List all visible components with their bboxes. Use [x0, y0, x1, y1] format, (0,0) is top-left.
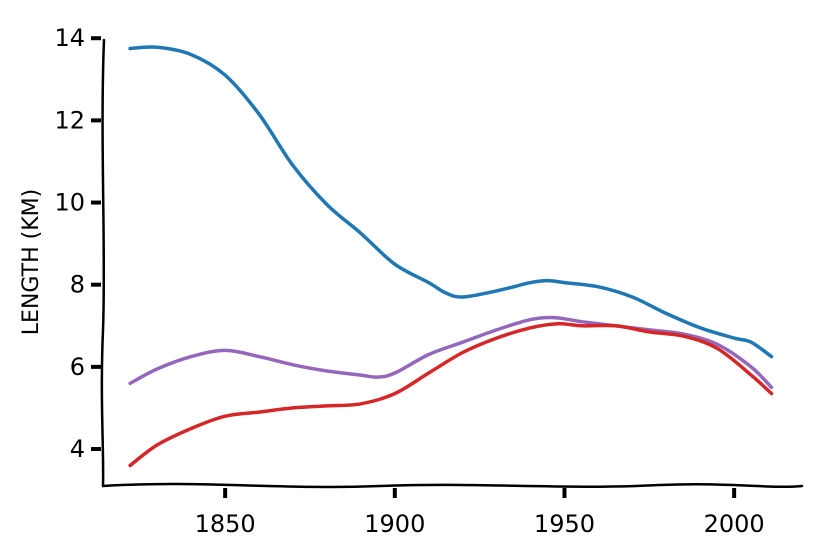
y-tick-label: 8 — [70, 271, 85, 299]
y-tick-label: 10 — [54, 189, 85, 217]
y-tick-label: 6 — [70, 353, 85, 381]
x-axis-line — [101, 482, 804, 489]
x-tick-label: 1850 — [195, 510, 256, 538]
x-tick-label: 1950 — [534, 510, 595, 538]
y-tick-label: 14 — [54, 24, 85, 52]
series-line-3 — [128, 321, 774, 468]
series-line-2 — [128, 315, 774, 390]
x-axis-ticks: 1850 1900 1950 2000 — [195, 488, 765, 538]
y-tick-label: 4 — [70, 435, 85, 463]
y-tick-label: 12 — [54, 106, 85, 134]
axes — [100, 38, 804, 489]
y-axis-line — [100, 38, 106, 488]
series-line-1 — [128, 45, 774, 359]
y-axis-ticks: 4 6 8 10 12 14 — [54, 24, 101, 463]
series-lines — [128, 45, 774, 468]
y-axis-label: LENGTH (KM) — [19, 189, 44, 335]
x-tick-label: 2000 — [704, 510, 765, 538]
x-tick-label: 1900 — [364, 510, 425, 538]
